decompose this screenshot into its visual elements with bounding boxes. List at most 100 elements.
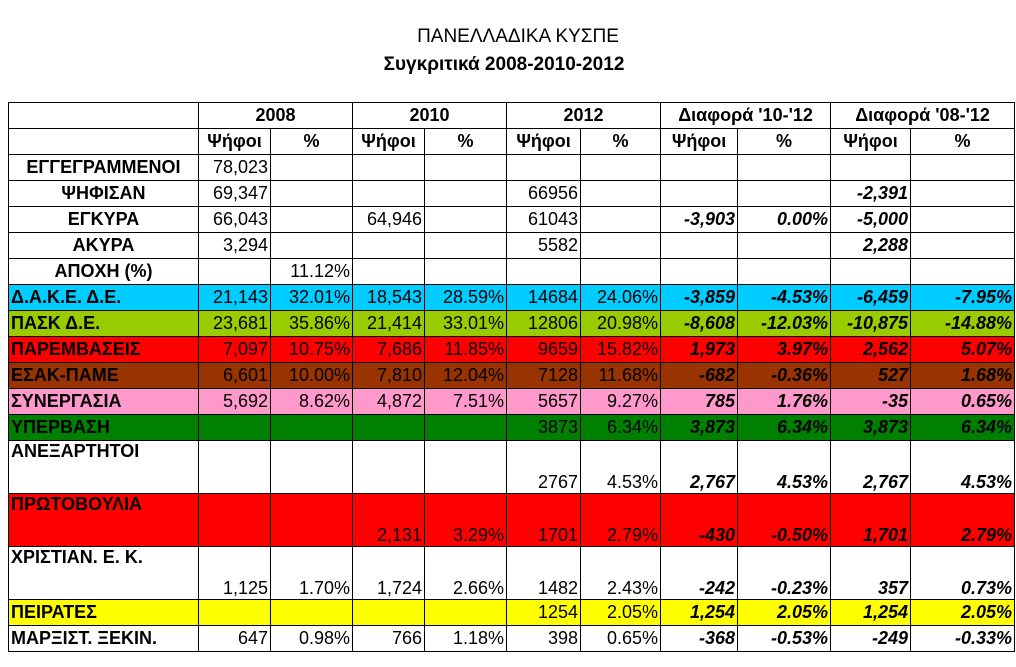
table-cell	[269, 206, 354, 233]
table-cell: 20.98%	[580, 310, 662, 337]
table-cell	[737, 154, 832, 181]
sub-header: Ψήφοι	[352, 128, 426, 155]
table-cell: 7,686	[352, 336, 426, 363]
table-cell	[198, 258, 271, 285]
table-cell	[352, 440, 426, 494]
table-cell: -2,391	[830, 180, 912, 207]
table-cell: 1.76%	[737, 388, 832, 415]
group-header: 2010	[352, 102, 508, 129]
table-cell: 2,767	[830, 440, 912, 494]
row-label: ΧΡΙΣΤΙΑΝ. Ε. Κ.	[8, 546, 199, 600]
table-cell: 8.62%	[269, 388, 354, 415]
table-cell	[269, 414, 354, 441]
table-cell: -682	[660, 362, 739, 389]
table-cell: 0.98%	[269, 625, 354, 652]
table-cell: 10.00%	[269, 362, 354, 389]
table-cell	[660, 154, 739, 181]
table-cell: -0.23%	[737, 546, 832, 600]
table-cell: 4.53%	[580, 440, 662, 494]
table-cell: 6.34%	[737, 414, 832, 441]
table-cell	[737, 180, 832, 207]
row-label: ΠΕΙΡΑΤΕΣ	[8, 599, 199, 626]
table-cell	[506, 154, 582, 181]
table-cell: 11.68%	[580, 362, 662, 389]
table-cell: 5582	[506, 232, 582, 259]
table-cell: 1,973	[660, 336, 739, 363]
table-cell: 1701	[506, 493, 582, 547]
table-cell: 6.34%	[910, 414, 1016, 441]
sub-header: %	[580, 128, 662, 155]
sub-header: %	[269, 128, 354, 155]
corner-cell	[8, 128, 199, 155]
table-cell	[198, 414, 271, 441]
table-cell	[580, 154, 662, 181]
table-cell: -14.88%	[910, 310, 1016, 337]
table-cell: 4.53%	[737, 440, 832, 494]
table-cell: 2,767	[660, 440, 739, 494]
table-cell	[506, 258, 582, 285]
table-row: ΨΗΦΙΣΑΝ 69,347 66956 -2,391	[8, 180, 1016, 207]
table-cell	[269, 440, 354, 494]
row-label: ΠΑΡΕΜΒΑΣΕΙΣ	[8, 336, 199, 363]
table-cell: -0.50%	[737, 493, 832, 547]
row-label: ΕΣΑΚ-ΠΑΜΕ	[8, 362, 199, 389]
table-cell	[910, 232, 1016, 259]
table-cell: -4.53%	[737, 284, 832, 311]
row-label: ΕΓΚΥΡΑ	[8, 206, 199, 233]
table-cell	[424, 232, 508, 259]
table-row: ΜΑΡΞΙΣΤ. ΞΕΚΙΝ. 647 0.98% 766 1.18% 398 0.65% -…	[8, 625, 1016, 652]
table-cell	[269, 599, 354, 626]
table-cell: -7.95%	[910, 284, 1016, 311]
corner-cell	[8, 102, 199, 129]
sub-header: Ψήφοι	[660, 128, 739, 155]
table-cell: 12.04%	[424, 362, 508, 389]
row-label: ΨΗΦΙΣΑΝ	[8, 180, 199, 207]
table-cell	[424, 258, 508, 285]
table-cell: 23,681	[198, 310, 271, 337]
row-label: ΑΚΥΡΑ	[8, 232, 199, 259]
sub-header: %	[737, 128, 832, 155]
table-cell: 1,254	[830, 599, 912, 626]
table-cell: 18,543	[352, 284, 426, 311]
table-cell: 766	[352, 625, 426, 652]
table-cell	[352, 414, 426, 441]
table-cell: 10.75%	[269, 336, 354, 363]
table-cell	[424, 440, 508, 494]
table-cell: 2.66%	[424, 546, 508, 600]
table-cell: 66,043	[198, 206, 271, 233]
row-label: ΠΡΩΤΟΒΟΥΛΙΑ	[8, 493, 199, 547]
table-cell	[660, 180, 739, 207]
table-cell: 7,810	[352, 362, 426, 389]
table-row: ΥΠΕΡΒΑΣΗ 3873 6.34% 3,873 6.34% 3,873 6.34%	[8, 414, 1016, 441]
table-row: ΠΡΩΤΟΒΟΥΛΙΑ 2,131 3.29% 1701 2.79% -430 -0.50%…	[8, 493, 1016, 547]
table-row: ΑΚΥΡΑ 3,294 5582 2,288	[8, 232, 1016, 259]
table-cell: 0.73%	[910, 546, 1016, 600]
table-cell: -5,000	[830, 206, 912, 233]
table-cell: 357	[830, 546, 912, 600]
table-cell: 5.07%	[910, 336, 1016, 363]
table-cell: 1,701	[830, 493, 912, 547]
table-cell: 64,946	[352, 206, 426, 233]
table-cell: 5657	[506, 388, 582, 415]
table-cell: 4,872	[352, 388, 426, 415]
group-header-row: 2008 2010 2012 Διαφορά '10-'12 Διαφορά '…	[8, 102, 1016, 129]
table-cell	[352, 232, 426, 259]
row-label: ΥΠΕΡΒΑΣΗ	[8, 414, 199, 441]
table-cell	[830, 154, 912, 181]
table-row: ΕΣΑΚ-ΠΑΜΕ 6,601 10.00% 7,810 12.04% 7128 11.68…	[8, 362, 1016, 389]
table-cell	[198, 599, 271, 626]
table-cell: -12.03%	[737, 310, 832, 337]
table-cell: -0.53%	[737, 625, 832, 652]
sub-header: Ψήφοι	[506, 128, 582, 155]
table-cell: 2.43%	[580, 546, 662, 600]
table-cell: 1,724	[352, 546, 426, 600]
table-cell: 2.05%	[580, 599, 662, 626]
table-cell: 2,562	[830, 336, 912, 363]
table-cell: 24.06%	[580, 284, 662, 311]
table-cell: -242	[660, 546, 739, 600]
group-header: Διαφορά '10-'12	[660, 102, 832, 129]
table-cell: 2,131	[352, 493, 426, 547]
table-cell: -35	[830, 388, 912, 415]
table-cell: 2.79%	[580, 493, 662, 547]
table-cell	[737, 258, 832, 285]
